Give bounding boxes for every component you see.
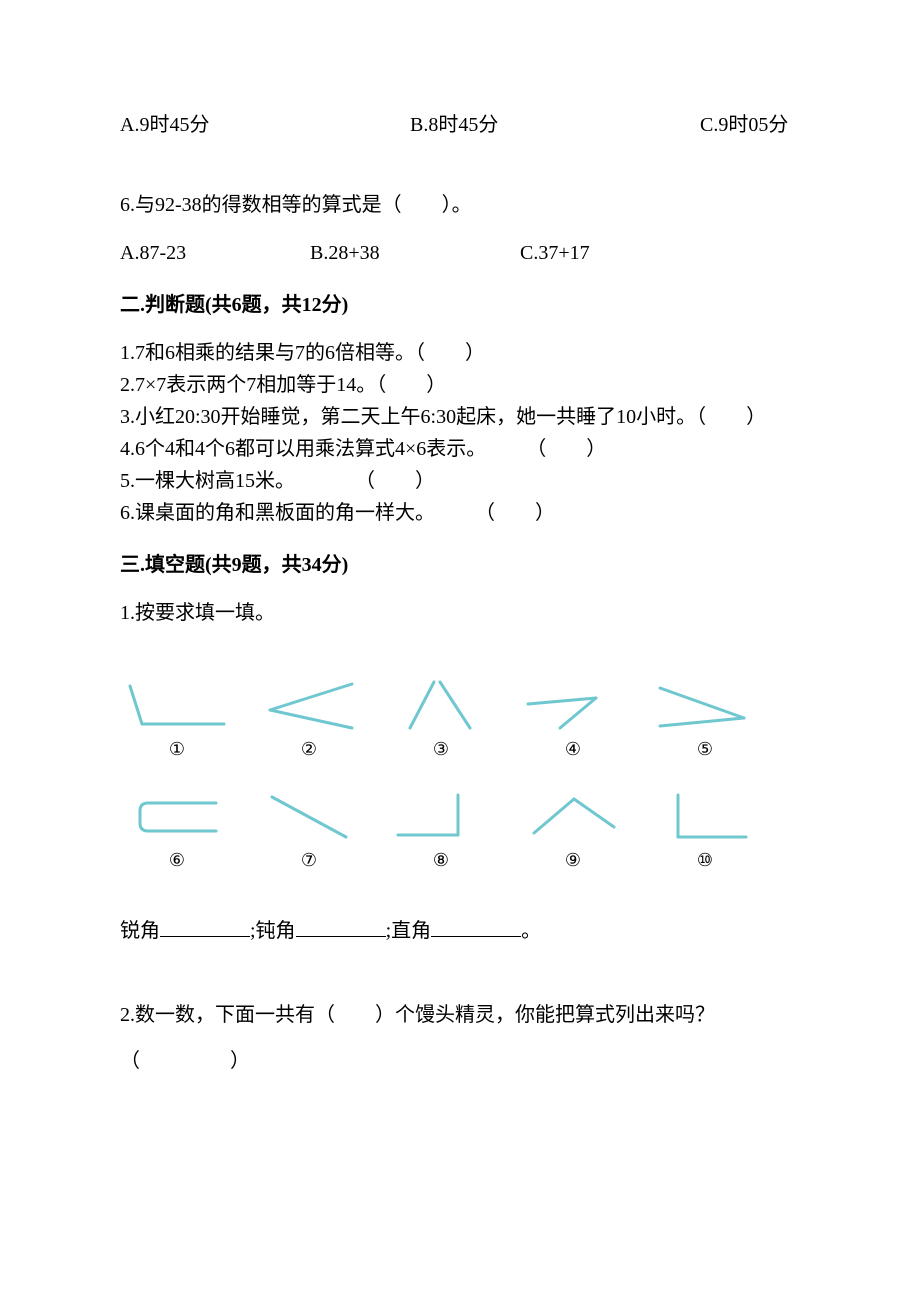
angle-cell-9: ⑨: [516, 785, 630, 874]
s3-q2-stem: 2.数一数，下面一共有（ ）个馒头精灵，你能把算式列出来吗？: [120, 1000, 800, 1030]
angle-icon-2: [252, 674, 366, 734]
fill-obtuse-label: ;钝角: [250, 920, 296, 942]
q6-stem: 6.与92-38的得数相等的算式是（ ）。: [120, 190, 800, 220]
angle-icon-4: [516, 674, 630, 734]
angle-label: ⑧: [384, 847, 498, 874]
angle-label: ⑩: [648, 847, 762, 874]
angle-label: ⑥: [120, 847, 234, 874]
angle-label: ⑤: [648, 736, 762, 763]
section2-title: 二.判断题(共6题，共12分): [120, 290, 800, 320]
angle-cell-8: ⑧: [384, 785, 498, 874]
angle-row-1: ① ② ③ ④: [120, 674, 800, 763]
angle-grid: ① ② ③ ④: [120, 674, 800, 874]
angle-icon-5: [648, 674, 762, 734]
angle-label: ①: [120, 736, 234, 763]
angle-row-2: ⑥ ⑦ ⑧ ⑨: [120, 785, 800, 874]
s3-q1-fill: 锐角 ;钝角 ;直角 。: [120, 916, 800, 946]
fill-suffix: 。: [521, 920, 541, 942]
s3-q2-blank: （ ）: [120, 1046, 800, 1076]
angle-cell-2: ②: [252, 674, 366, 763]
angle-icon-6: [120, 785, 234, 845]
q6-options-row: A.87-23 B.28+38 C.37+17: [120, 238, 800, 268]
s3-q1-stem: 1.按要求填一填。: [120, 598, 800, 628]
q5-option-c: C.9时05分: [700, 110, 800, 140]
q6-option-a: A.87-23: [120, 238, 310, 268]
angle-cell-5: ⑤: [648, 674, 762, 763]
angle-icon-7: [252, 785, 366, 845]
angle-icon-9: [516, 785, 630, 845]
q5-option-a: A.9时45分: [120, 110, 410, 140]
angle-icon-10: [648, 785, 762, 845]
angle-cell-7: ⑦: [252, 785, 366, 874]
q6-option-b: B.28+38: [310, 238, 520, 268]
angle-icon-1: [120, 674, 234, 734]
blank-obtuse: [296, 916, 386, 937]
judge-item: 5.一棵大树高15米。 （ ）: [120, 466, 800, 496]
judge-item: 1.7和6相乘的结果与7的6倍相等。（ ）: [120, 338, 800, 368]
angle-cell-10: ⑩: [648, 785, 762, 874]
angle-cell-4: ④: [516, 674, 630, 763]
judge-item: 3.小红20:30开始睡觉，第二天上午6:30起床，她一共睡了10小时。（ ）: [120, 402, 800, 432]
angle-cell-1: ①: [120, 674, 234, 763]
blank-acute: [160, 916, 250, 937]
judge-item: 6.课桌面的角和黑板面的角一样大。 （ ）: [120, 498, 800, 528]
judge-item: 4.6个4和4个6都可以用乘法算式4×6表示。 （ ）: [120, 434, 800, 464]
fill-acute-label: 锐角: [120, 920, 160, 942]
angle-label: ⑦: [252, 847, 366, 874]
angle-label: ⑨: [516, 847, 630, 874]
fill-right-label: ;直角: [386, 920, 432, 942]
worksheet-page: A.9时45分 B.8时45分 C.9时05分 6.与92-38的得数相等的算式…: [0, 0, 920, 1136]
judge-item: 2.7×7表示两个7相加等于14。（ ）: [120, 370, 800, 400]
section3-title: 三.填空题(共9题，共34分): [120, 550, 800, 580]
angle-icon-8: [384, 785, 498, 845]
q6-option-c: C.37+17: [520, 238, 800, 268]
angle-label: ③: [384, 736, 498, 763]
angle-icon-3: [384, 674, 498, 734]
angle-label: ④: [516, 736, 630, 763]
angle-label: ②: [252, 736, 366, 763]
angle-cell-3: ③: [384, 674, 498, 763]
blank-right: [431, 916, 521, 937]
angle-cell-6: ⑥: [120, 785, 234, 874]
q5-options-row: A.9时45分 B.8时45分 C.9时05分: [120, 110, 800, 140]
judge-list: 1.7和6相乘的结果与7的6倍相等。（ ） 2.7×7表示两个7相加等于14。（…: [120, 338, 800, 528]
q5-option-b: B.8时45分: [410, 110, 700, 140]
